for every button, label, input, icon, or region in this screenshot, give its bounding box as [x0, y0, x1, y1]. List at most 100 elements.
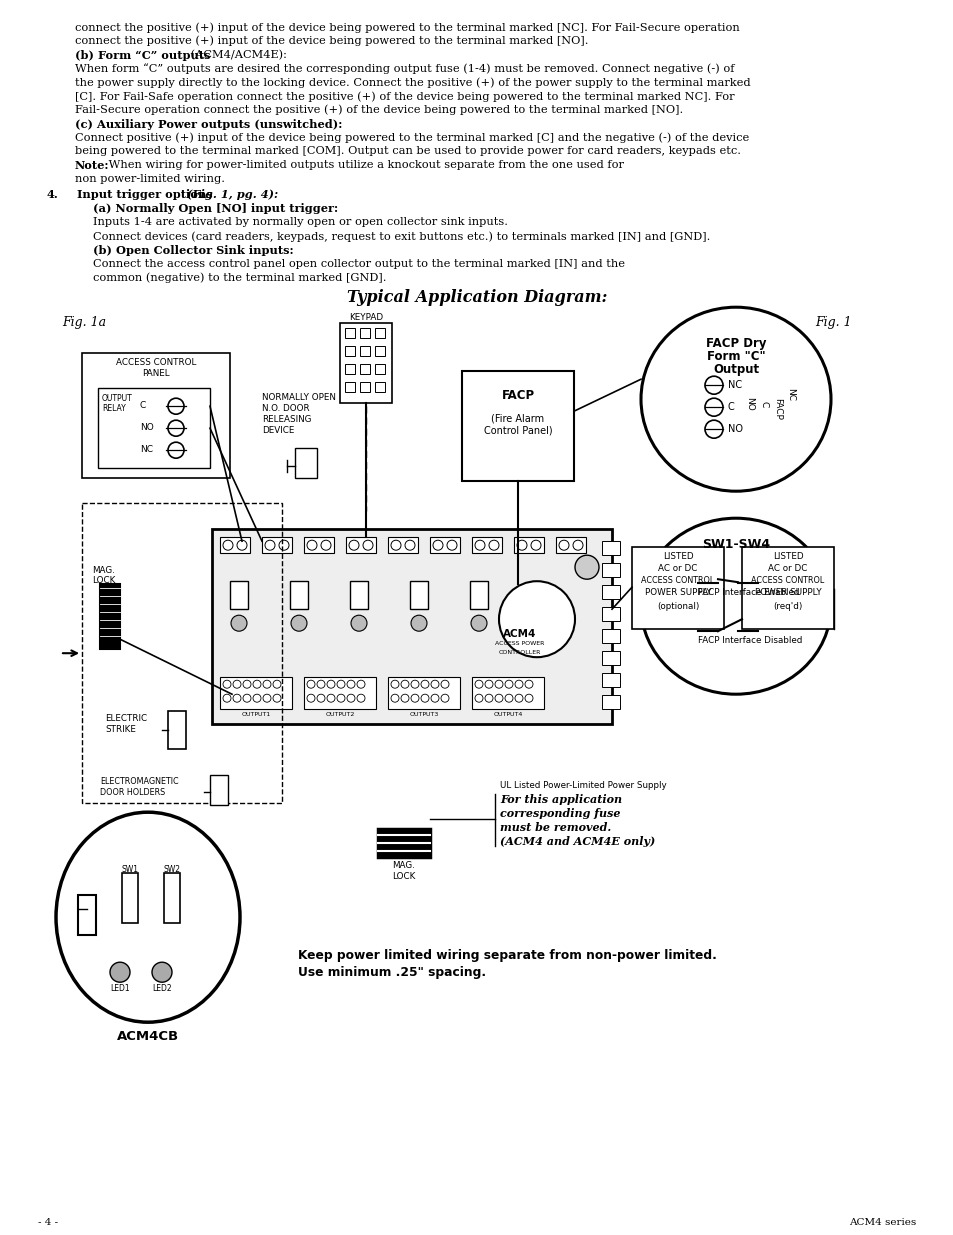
Text: SW1-SW4: SW1-SW4 — [701, 538, 769, 551]
Text: POWER SUPPLY: POWER SUPPLY — [644, 588, 711, 598]
Text: ACCESS CONTROL: ACCESS CONTROL — [640, 577, 714, 585]
Text: non power-limited wiring.: non power-limited wiring. — [75, 174, 225, 184]
Bar — [741, 547, 833, 629]
Circle shape — [575, 556, 598, 579]
Text: RELAY: RELAY — [102, 404, 126, 414]
Ellipse shape — [56, 813, 240, 1023]
Text: OUTPUT2: OUTPUT2 — [325, 713, 355, 718]
Bar — [601, 585, 619, 599]
Bar — [430, 537, 459, 553]
Text: Fig. 1a: Fig. 1a — [62, 316, 106, 330]
Text: NO: NO — [744, 398, 754, 411]
Bar — [345, 346, 355, 356]
Bar — [212, 530, 612, 724]
Text: FACP Interface Disabled: FACP Interface Disabled — [698, 636, 801, 645]
Text: Output: Output — [712, 363, 759, 377]
Text: Control Panel): Control Panel) — [483, 425, 552, 435]
Text: connect the positive (+) input of the device being powered to the terminal marke: connect the positive (+) input of the de… — [75, 22, 739, 32]
Bar — [359, 382, 370, 393]
Bar — [631, 547, 723, 629]
Text: Form "C": Form "C" — [706, 351, 764, 363]
Text: When wiring for power-limited outputs utilize a knockout separate from the one u: When wiring for power-limited outputs ut… — [105, 161, 623, 170]
Text: common (negative) to the terminal marked [GND].: common (negative) to the terminal marked… — [92, 273, 386, 283]
Text: Note:: Note: — [75, 161, 110, 170]
Bar — [601, 673, 619, 687]
Text: ACM4CB: ACM4CB — [117, 1030, 179, 1044]
Circle shape — [471, 615, 486, 631]
Text: Keep power limited wiring separate from non-power limited.: Keep power limited wiring separate from … — [297, 950, 716, 962]
Bar — [290, 582, 308, 609]
Text: NC: NC — [140, 445, 152, 454]
Bar — [377, 829, 430, 857]
Text: (b) Form “C” outputs: (b) Form “C” outputs — [75, 49, 211, 61]
Text: SW2: SW2 — [163, 866, 180, 874]
Bar — [304, 537, 334, 553]
Bar — [410, 582, 428, 609]
Circle shape — [291, 615, 307, 631]
Text: [C]. For Fail-Safe operation connect the positive (+) of the device being powere: [C]. For Fail-Safe operation connect the… — [75, 91, 734, 101]
Text: Use minimum .25" spacing.: Use minimum .25" spacing. — [297, 966, 486, 979]
Bar — [220, 677, 292, 709]
Text: must be removed.: must be removed. — [499, 823, 611, 834]
Text: NO: NO — [140, 424, 153, 432]
Bar — [601, 695, 619, 709]
Text: NC: NC — [727, 380, 741, 390]
Bar — [601, 608, 619, 621]
Text: being powered to the terminal marked [COM]. Output can be used to provide power : being powered to the terminal marked [CO… — [75, 146, 740, 156]
Bar — [345, 329, 355, 338]
Text: Fail-Secure operation connect the positive (+) of the device being powered to th: Fail-Secure operation connect the positi… — [75, 105, 682, 115]
Bar — [388, 537, 417, 553]
Bar — [78, 895, 96, 935]
Bar — [601, 651, 619, 666]
Text: corresponding fuse: corresponding fuse — [499, 808, 619, 819]
Text: (Fire Alarm: (Fire Alarm — [491, 414, 544, 424]
Bar — [304, 677, 375, 709]
Bar — [350, 582, 368, 609]
Text: ACCESS POWER: ACCESS POWER — [495, 641, 544, 646]
Bar — [472, 677, 543, 709]
Text: C: C — [140, 401, 146, 410]
Text: LOCK: LOCK — [91, 577, 115, 585]
Bar — [345, 382, 355, 393]
Bar — [461, 372, 574, 482]
Bar — [210, 776, 228, 805]
Bar — [601, 563, 619, 577]
Bar — [359, 329, 370, 338]
Text: ACM4 series: ACM4 series — [848, 1218, 915, 1228]
Text: FACP Dry: FACP Dry — [705, 337, 765, 351]
Text: (c) Auxiliary Power outputs (unswitched):: (c) Auxiliary Power outputs (unswitched)… — [75, 119, 342, 130]
Text: ACM4: ACM4 — [503, 629, 537, 640]
Circle shape — [498, 582, 575, 657]
Ellipse shape — [640, 308, 830, 492]
Text: - 4 -: - 4 - — [38, 1218, 58, 1228]
Bar — [164, 873, 180, 924]
Text: (ACM4/ACM4E):: (ACM4/ACM4E): — [187, 49, 287, 61]
Text: CONTROLLER: CONTROLLER — [498, 650, 540, 656]
Text: OUTPUT3: OUTPUT3 — [409, 713, 438, 718]
Text: (ACM4 and ACM4E only): (ACM4 and ACM4E only) — [499, 836, 655, 847]
Text: FACP: FACP — [773, 398, 781, 420]
Text: ELECTROMAGNETIC: ELECTROMAGNETIC — [100, 777, 178, 787]
Bar — [601, 541, 619, 556]
Bar — [359, 346, 370, 356]
Bar — [359, 364, 370, 374]
Text: (a) Normally Open [NO] input trigger:: (a) Normally Open [NO] input trigger: — [92, 204, 337, 215]
Text: (Fig. 1, pg. 4):: (Fig. 1, pg. 4): — [183, 189, 278, 200]
Text: (b) Open Collector Sink inputs:: (b) Open Collector Sink inputs: — [92, 245, 294, 256]
Bar — [346, 537, 375, 553]
Text: (optional): (optional) — [656, 603, 699, 611]
Text: Typical Application Diagram:: Typical Application Diagram: — [347, 289, 606, 306]
Text: AC or DC: AC or DC — [767, 564, 807, 573]
Text: POWER SUPPLY: POWER SUPPLY — [754, 588, 821, 598]
Bar — [230, 582, 248, 609]
Text: UL Listed Power-Limited Power Supply: UL Listed Power-Limited Power Supply — [499, 782, 666, 790]
Text: LOCK: LOCK — [392, 872, 416, 882]
Text: PANEL: PANEL — [142, 369, 170, 378]
Bar — [122, 873, 138, 924]
Text: LISTED: LISTED — [662, 552, 693, 561]
Text: DOOR HOLDERS: DOOR HOLDERS — [100, 788, 165, 798]
Bar — [375, 364, 385, 374]
Circle shape — [351, 615, 367, 631]
Bar — [388, 677, 459, 709]
Bar — [100, 584, 120, 650]
